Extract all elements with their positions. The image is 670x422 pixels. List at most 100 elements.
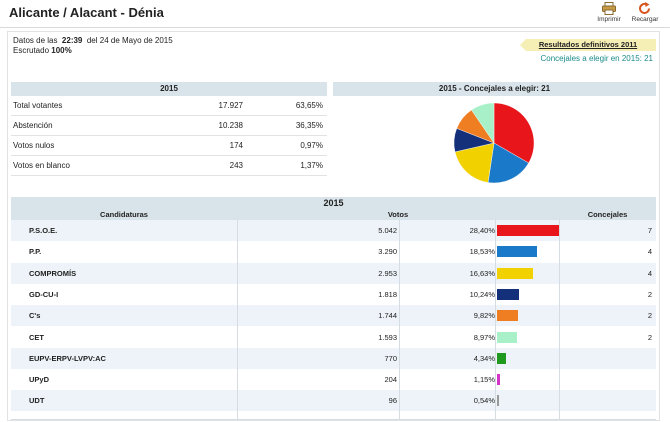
party-concejales [559, 390, 652, 411]
party-concejales: 7 [647, 226, 652, 235]
concejales-info: Concejales a elegir en 2015: 21 [540, 54, 653, 63]
pie-slice [454, 142, 495, 183]
summary-label: Votos en blanco [13, 161, 70, 170]
party-row: C's 1.744 9,82% 2 [11, 305, 656, 327]
party-concejales [559, 369, 652, 390]
summary-label: Abstención [13, 121, 53, 130]
party-pct: 9,82% [473, 311, 495, 321]
printer-icon [602, 2, 616, 15]
party-row: CET 1.593 8,97% 2 [11, 327, 656, 348]
escrutado-label: Escrutado [13, 46, 50, 55]
update-time: 22:39 [61, 36, 83, 45]
summary-row: Votos nulos 174 0,97% [11, 136, 327, 156]
summary-pct: 36,35% [295, 121, 323, 130]
party-name: GD-CU-I [29, 289, 59, 299]
summary-header: 2015 [11, 82, 327, 96]
table-bottom-border [11, 419, 656, 420]
header-divider [0, 27, 670, 28]
datos-prefix: Datos de las [13, 36, 58, 45]
party-votes: 204 [384, 375, 397, 385]
party-votes: 1.744 [378, 311, 397, 321]
summary-pct: 0,97% [300, 141, 323, 150]
party-votes: 1.593 [378, 332, 397, 342]
party-vote-bar [497, 246, 538, 258]
party-name: C's [29, 311, 41, 321]
summary-value: 10.238 [218, 121, 243, 130]
pie-header: 2015 - Concejales a elegir: 21 [333, 82, 656, 96]
pie-slice [471, 102, 495, 144]
party-row: UPyD 204 1,15% [11, 369, 656, 390]
summary-label: Total votantes [13, 101, 63, 110]
party-concejales: 4 [647, 268, 652, 278]
summary-value: 243 [229, 161, 243, 170]
party-vote-bar [497, 310, 519, 322]
seats-pie-chart [453, 102, 535, 184]
party-pct: 10,24% [469, 289, 495, 299]
pie-slice [493, 102, 535, 164]
col-concejales: Concejales [587, 210, 628, 219]
party-votes: 1.818 [378, 289, 397, 299]
col-candidaturas: Candidaturas [100, 210, 148, 219]
print-button[interactable]: Imprimir [594, 2, 624, 23]
party-name: CET [29, 332, 44, 342]
party-name: UPyD [29, 375, 50, 385]
party-vote-bar [497, 331, 517, 343]
party-concejales: 2 [647, 311, 652, 321]
col-divider [559, 220, 560, 420]
party-row: GD-CU-I 1.818 10,24% 2 [11, 284, 656, 305]
summary-pct: 1,37% [300, 161, 323, 170]
party-vote-bar [497, 395, 499, 407]
party-vote-bar [497, 288, 520, 300]
summary-value: 174 [229, 141, 243, 150]
reload-icon [639, 2, 650, 14]
party-row: UDT 96 0,54% [11, 390, 656, 412]
reload-button[interactable]: Recargar [630, 2, 660, 23]
party-pct: 4,34% [473, 353, 495, 363]
summary-row: Abstención 10.238 36,35% [11, 116, 327, 136]
party-name: EUPV-ERPV-LVPV:AC [29, 353, 106, 363]
pie-slice [487, 142, 529, 184]
summary-row: Total votantes 17.927 63,65% [11, 96, 327, 116]
party-votes: 96 [388, 396, 397, 406]
party-row: COMPROMÍS 2.953 16,63% 4 [11, 262, 656, 284]
results-year-header: 2015 [11, 197, 656, 210]
party-vote-bar [497, 225, 559, 236]
update-date: del 24 de Mayo de 2015 [86, 36, 173, 45]
party-name: P.P. [29, 247, 42, 257]
party-votes: 5.042 [378, 226, 397, 235]
scrutiny-info: Datos de las 22:39 del 24 de Mayo de 201… [13, 36, 173, 56]
party-pct: 1,15% [473, 375, 495, 385]
results-panel [7, 31, 660, 421]
col-divider [495, 220, 496, 420]
escrutado-value: 100% [51, 46, 72, 55]
party-pct: 0,54% [473, 396, 495, 406]
party-votes: 2.953 [378, 268, 397, 278]
party-concejales: 4 [647, 247, 652, 257]
summary-label: Votos nulos [13, 141, 55, 150]
reload-label: Recargar [631, 16, 659, 23]
party-vote-bar [497, 267, 534, 279]
results-column-headers: Candidaturas Votos Concejales [11, 210, 656, 220]
party-concejales: 2 [647, 332, 652, 342]
party-pct: 28,40% [469, 226, 495, 235]
party-concejales [559, 348, 652, 369]
party-concejales: 2 [647, 289, 652, 299]
summary-value: 17.927 [218, 101, 243, 110]
party-votes: 3.290 [378, 247, 397, 257]
col-divider [399, 220, 400, 420]
party-vote-bar [497, 352, 507, 364]
summary-row: Votos en blanco 243 1,37% [11, 156, 327, 176]
col-votos: Votos [387, 210, 409, 219]
party-name: COMPROMÍS [29, 268, 77, 278]
col-divider [237, 220, 238, 420]
page-title: Alicante / Alacant - Dénia [9, 5, 164, 20]
party-votes: 770 [384, 353, 397, 363]
party-pct: 8,97% [473, 332, 495, 342]
summary-pct: 63,65% [295, 101, 323, 110]
results-2011-link[interactable]: Resultados definitivos 2011 [520, 39, 656, 51]
party-name: UDT [29, 396, 45, 406]
print-label: Imprimir [597, 16, 621, 23]
party-row: P.P. 3.290 18,53% 4 [11, 241, 656, 262]
party-pct: 18,53% [469, 247, 495, 257]
party-pct: 16,63% [469, 268, 495, 278]
